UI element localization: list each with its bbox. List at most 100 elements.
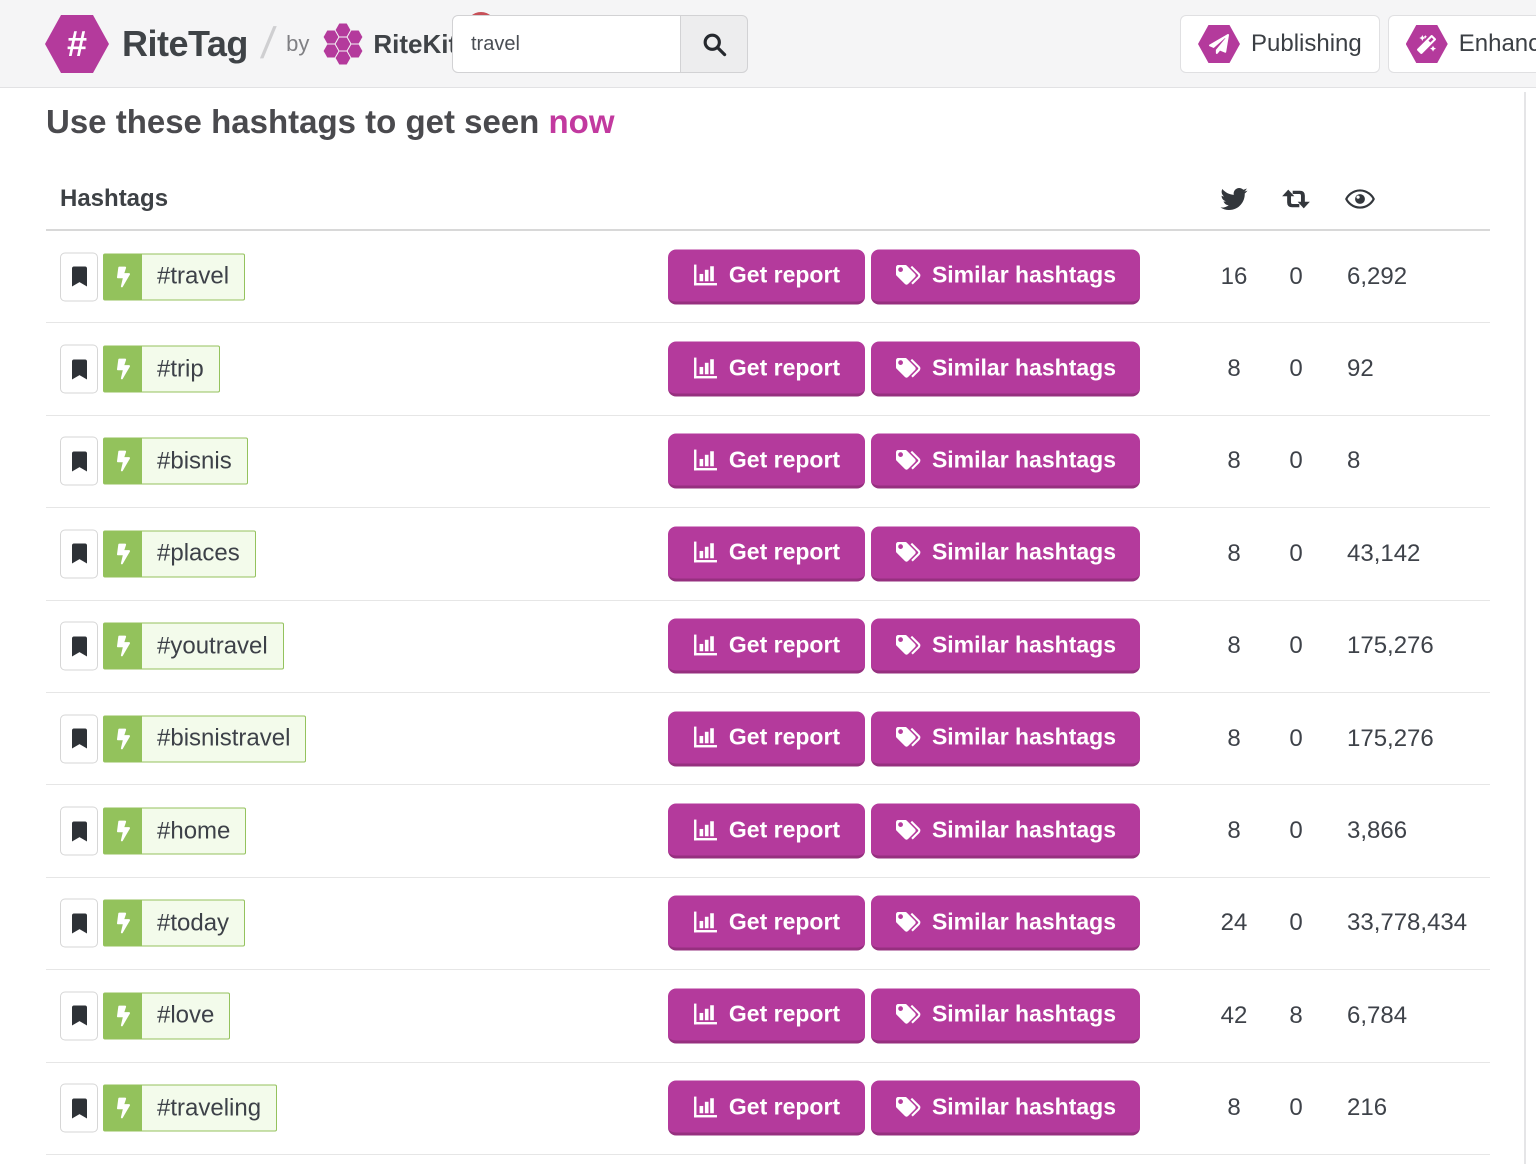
- bookmark-button[interactable]: [60, 436, 98, 486]
- lightning-bolt-icon: [104, 900, 142, 946]
- retweets-count: 0: [1289, 539, 1303, 567]
- get-report-button[interactable]: Get report: [668, 618, 865, 674]
- tags-icon: [895, 357, 921, 378]
- bookmark-icon: [71, 1098, 87, 1119]
- bookmark-icon: [71, 821, 87, 842]
- bookmark-button[interactable]: [60, 1083, 98, 1133]
- hashtag-pill[interactable]: #youtravel: [103, 622, 284, 670]
- similar-hashtags-button[interactable]: Similar hashtags: [871, 1080, 1140, 1136]
- publishing-button[interactable]: Publishing: [1180, 15, 1380, 73]
- retweets-count: 0: [1289, 262, 1303, 290]
- table-row: #home Get report Similar hashtags 8: [46, 785, 1490, 878]
- bookmark-button[interactable]: [60, 714, 98, 764]
- table-row: #travel Get report Similar hashtags 16: [46, 231, 1490, 324]
- lightning-bolt-icon: [104, 993, 142, 1039]
- scrollbar-track[interactable]: [1524, 92, 1526, 1164]
- hashtag-pill[interactable]: #trip: [103, 345, 220, 393]
- views-count: 3,866: [1347, 817, 1408, 845]
- lightning-bolt-icon: [104, 254, 142, 300]
- tags-icon: [895, 727, 921, 747]
- bookmark-button[interactable]: [60, 344, 98, 394]
- retweets-count: 0: [1289, 724, 1303, 752]
- get-report-button[interactable]: Get report: [668, 711, 865, 767]
- similar-hashtags-button[interactable]: Similar hashtags: [871, 988, 1140, 1044]
- enhance-label: Enhance: [1458, 30, 1536, 57]
- bookmark-icon: [71, 543, 87, 564]
- tweets-count: 24: [1220, 909, 1248, 937]
- bookmark-button[interactable]: [60, 252, 98, 302]
- hashtag-pill[interactable]: #today: [103, 899, 246, 947]
- views-count: 6,292: [1347, 262, 1408, 290]
- lightning-bolt-icon: [104, 808, 142, 854]
- bookmark-button[interactable]: [60, 806, 98, 856]
- tweets-count: 42: [1220, 1001, 1248, 1029]
- hashtag-label: #travel: [157, 262, 230, 290]
- get-report-label: Get report: [728, 631, 841, 658]
- hashtag-label: #home: [157, 817, 231, 845]
- table-row: #trip Get report Similar hashtags 8: [46, 323, 1490, 416]
- tweets-count: 8: [1227, 539, 1241, 567]
- lightning-bolt-icon: [104, 1085, 142, 1131]
- views-count: 175,276: [1347, 724, 1434, 752]
- similar-hashtags-button[interactable]: Similar hashtags: [871, 433, 1140, 489]
- get-report-button[interactable]: Get report: [668, 249, 865, 305]
- get-report-button[interactable]: Get report: [668, 988, 865, 1044]
- enhance-button[interactable]: Enhance: [1387, 15, 1536, 73]
- lightning-bolt-icon: [104, 623, 142, 669]
- tweets-count: 8: [1227, 817, 1241, 845]
- get-report-button[interactable]: Get report: [668, 341, 865, 397]
- similar-hashtags-label: Similar hashtags: [931, 538, 1117, 565]
- bar-chart-icon: [693, 1096, 717, 1118]
- retweets-count: 0: [1289, 909, 1303, 937]
- hashtag-pill[interactable]: #traveling: [103, 1084, 278, 1132]
- get-report-label: Get report: [728, 446, 841, 473]
- get-report-label: Get report: [728, 723, 841, 750]
- tags-icon: [895, 1004, 921, 1025]
- hashtag-pill[interactable]: #love: [103, 992, 231, 1040]
- tweets-count: 8: [1227, 447, 1241, 475]
- bookmark-icon: [71, 359, 87, 380]
- retweets-count: 8: [1289, 1001, 1303, 1029]
- tags-icon: [895, 1096, 921, 1117]
- bookmark-button[interactable]: [60, 529, 98, 579]
- eye-icon: [1345, 189, 1375, 209]
- retweet-icon: [1282, 189, 1310, 209]
- hashtag-pill[interactable]: #places: [103, 530, 256, 578]
- tweets-count: 8: [1227, 632, 1241, 660]
- get-report-label: Get report: [728, 1093, 841, 1120]
- bookmark-button[interactable]: [60, 898, 98, 948]
- similar-hashtags-button[interactable]: Similar hashtags: [871, 341, 1140, 397]
- get-report-button[interactable]: Get report: [668, 1080, 865, 1136]
- similar-hashtags-button[interactable]: Similar hashtags: [871, 526, 1140, 582]
- retweets-count: 0: [1289, 447, 1303, 475]
- similar-hashtags-button[interactable]: Similar hashtags: [871, 249, 1140, 305]
- retweets-count: 0: [1289, 632, 1303, 660]
- bookmark-icon: [71, 728, 87, 749]
- similar-hashtags-button[interactable]: Similar hashtags: [871, 803, 1140, 859]
- bookmark-button[interactable]: [60, 621, 98, 671]
- hashtag-table: Hashtags #travel: [46, 169, 1490, 1155]
- similar-hashtags-label: Similar hashtags: [931, 446, 1117, 473]
- get-report-button[interactable]: Get report: [668, 526, 865, 582]
- brand[interactable]: # RiteTag / by RiteKit 6: [45, 0, 497, 88]
- search-input[interactable]: [452, 15, 681, 73]
- lightning-bolt-icon: [104, 531, 142, 577]
- hashtag-pill[interactable]: #bisnistravel: [103, 715, 307, 763]
- similar-hashtags-button[interactable]: Similar hashtags: [871, 711, 1140, 767]
- hashtag-pill[interactable]: #travel: [103, 253, 246, 301]
- get-report-button[interactable]: Get report: [668, 895, 865, 951]
- similar-hashtags-label: Similar hashtags: [931, 631, 1117, 658]
- bookmark-button[interactable]: [60, 991, 98, 1041]
- get-report-button[interactable]: Get report: [668, 433, 865, 489]
- ritetag-hashtag-logo-icon: #: [45, 15, 109, 73]
- search-button[interactable]: [680, 15, 748, 73]
- similar-hashtags-button[interactable]: Similar hashtags: [871, 618, 1140, 674]
- hashtag-pill[interactable]: #home: [103, 807, 247, 855]
- get-report-button[interactable]: Get report: [668, 803, 865, 859]
- similar-hashtags-button[interactable]: Similar hashtags: [871, 895, 1140, 951]
- hashtag-pill[interactable]: #bisnis: [103, 437, 248, 485]
- tags-icon: [895, 819, 921, 840]
- tags-icon: [895, 265, 921, 285]
- bar-chart-icon: [693, 1003, 717, 1025]
- paper-plane-icon: [1198, 25, 1240, 63]
